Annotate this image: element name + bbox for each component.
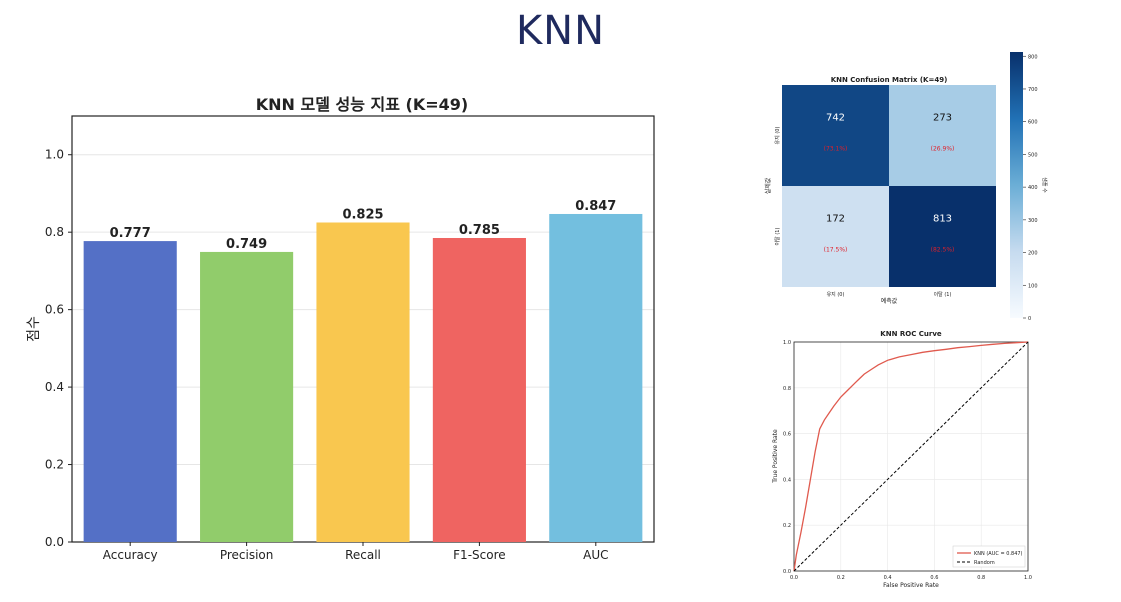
- bar-chart-title: KNN 모델 성능 지표 (K=49): [256, 95, 468, 114]
- bar-auc: [549, 213, 643, 543]
- bar-ytick-label: 0.2: [45, 458, 64, 472]
- roc-legend-knn-label: KNN (AUC = 0.847): [974, 551, 1023, 557]
- cm-ytick-label: 유지 (0): [774, 127, 781, 145]
- confusion-matrix-chart: KNN Confusion Matrix (K=49) 742 (73.1%) 27…: [764, 52, 1048, 322]
- cm-colorbar-tick-label: 700: [1028, 87, 1038, 93]
- bar-xtick-label: F1-Score: [453, 548, 505, 562]
- cm-cell-count: 813: [933, 213, 952, 224]
- roc-random-line: [793, 341, 1029, 572]
- bar-recall: [316, 222, 410, 542]
- cm-title: KNN Confusion Matrix (K=49): [831, 76, 948, 84]
- bar-value-label: 0.749: [226, 237, 267, 252]
- roc-xtick-label: 0.0: [790, 575, 798, 581]
- cm-ytick-label: 이탈 (1): [774, 228, 781, 246]
- slide-title: KNN: [515, 8, 606, 54]
- roc-legend-box: [952, 545, 1026, 568]
- cm-colorbar-tick-label: 500: [1028, 152, 1038, 158]
- bar-value-label: 0.785: [459, 223, 500, 238]
- cm-cell-count: 742: [826, 112, 845, 123]
- bar-precision: [200, 251, 294, 542]
- roc-ytick-label: 0.0: [783, 569, 791, 575]
- cm-cell-percent: (73.1%): [824, 146, 848, 153]
- roc-ytick-label: 0.6: [783, 432, 791, 438]
- roc-xtick-label: 1.0: [1024, 575, 1032, 581]
- bar-xtick-label: Accuracy: [103, 548, 158, 562]
- cm-cell: [782, 85, 889, 186]
- bar-value-label: 0.777: [110, 226, 151, 241]
- cm-colorbar-tick-label: 100: [1028, 283, 1038, 289]
- roc-legend: KNN (AUC = 0.847) Random: [952, 545, 1026, 568]
- bar-xtick-label: Precision: [220, 548, 274, 562]
- cm-colorbar-tick-label: 800: [1028, 54, 1038, 60]
- roc-curve-chart: KNN ROC Curve 0.0 0.2 0.4 0.6 0.8 1.0 0.0 0.2 0.…: [772, 330, 1032, 589]
- roc-xtick-label: 0.2: [837, 575, 845, 581]
- roc-xtick-label: 0.4: [884, 575, 892, 581]
- bar-ytick-label: 0.8: [45, 225, 64, 239]
- roc-plot-frame: [793, 341, 1029, 572]
- cm-cell-count: 273: [933, 112, 952, 123]
- cm-ylabel: 실제값: [764, 177, 772, 194]
- bar-ytick-label: 1.0: [45, 148, 64, 162]
- cm-colorbar-tick-label: 200: [1028, 251, 1038, 257]
- cm-cell: [889, 85, 996, 186]
- roc-knn-line: [793, 341, 1029, 572]
- cm-colorbar-label: 샘플 수: [1041, 177, 1048, 193]
- cm-cell: [782, 186, 889, 287]
- cm-colorbar-tick-label: 300: [1028, 218, 1038, 224]
- roc-ytick-label: 0.4: [783, 477, 791, 483]
- cm-cell-percent: (82.5%): [931, 247, 955, 254]
- bar-ytick-label: 0.0: [45, 535, 64, 549]
- roc-xtick-label: 0.6: [930, 575, 938, 581]
- metrics-bar-chart: KNN 모델 성능 지표 (K=49) 0.0 0.2 0.4 0.6 0.8 1.0 0…: [26, 95, 655, 562]
- roc-ytick-label: 0.2: [783, 523, 791, 529]
- bar-value-label: 0.825: [342, 208, 383, 223]
- cm-xtick-label: 유지 (0): [827, 291, 845, 298]
- bar-xtick-label: Recall: [345, 548, 381, 562]
- roc-xlabel: False Positive Rate: [883, 582, 939, 589]
- roc-ytick-label: 0.8: [783, 386, 791, 392]
- roc-ylabel: True Positive Rate: [772, 429, 779, 484]
- bar-f1-score: [432, 237, 526, 542]
- roc-xtick-label: 0.8: [977, 575, 985, 581]
- cm-cell: [889, 186, 996, 287]
- cm-colorbar-tick-label: 400: [1028, 185, 1038, 191]
- bar-ytick-label: 0.6: [45, 303, 64, 317]
- cm-cell-count: 172: [826, 213, 845, 224]
- cm-colorbar: [1010, 52, 1023, 318]
- bar-ytick-label: 0.4: [45, 380, 64, 394]
- bar-xtick-label: AUC: [583, 548, 608, 562]
- cm-colorbar-tick-label: 0: [1028, 316, 1031, 322]
- roc-ytick-label: 1.0: [783, 340, 791, 346]
- roc-legend-random-label: Random: [974, 560, 995, 566]
- cm-cell-percent: (26.9%): [931, 146, 955, 153]
- cm-colorbar-tick-label: 600: [1028, 120, 1038, 126]
- bar-accuracy: [83, 241, 177, 542]
- cm-xtick-label: 이탈 (1): [934, 291, 952, 298]
- cm-xlabel: 예측값: [881, 297, 898, 305]
- cm-cell-percent: (17.5%): [824, 247, 848, 254]
- bar-chart-ylabel: 점수: [26, 316, 42, 342]
- roc-title: KNN ROC Curve: [880, 330, 942, 338]
- bar-value-label: 0.847: [575, 199, 616, 214]
